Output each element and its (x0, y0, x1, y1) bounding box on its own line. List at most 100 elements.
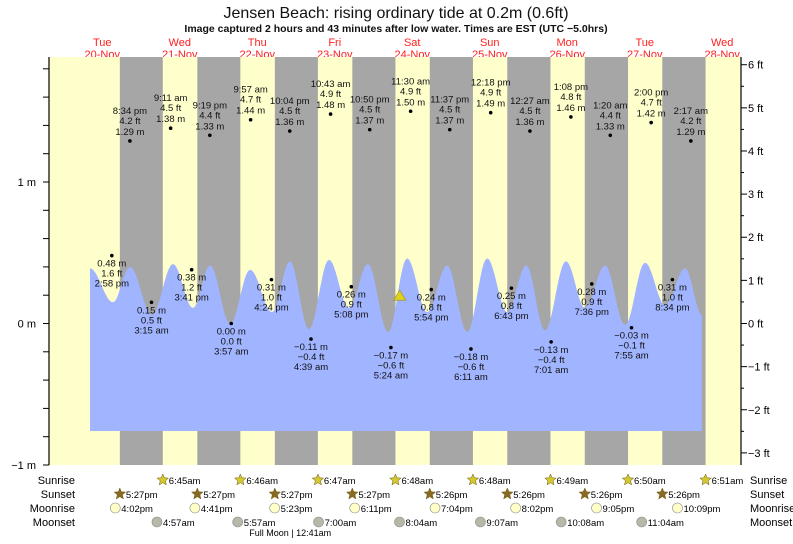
moonset-time: 9:07am (486, 518, 518, 529)
sunset-icon (190, 487, 204, 500)
tide-height-ft: 4.5 ft (160, 103, 181, 114)
tide-time: 11:37 pm (430, 95, 469, 106)
right-tick-label: 5 ft (748, 103, 763, 115)
moonrise-time: 5:23pm (281, 504, 313, 515)
tide-height-m: 0.31 m (658, 283, 687, 294)
moonrise-time: 6:11pm (361, 504, 392, 515)
row-label-moonset: Moonset (33, 517, 75, 529)
sunset-time: 5:26pm (591, 490, 623, 501)
tide-height-ft: 4.7 ft (641, 98, 662, 109)
tide-height-ft: 0.5 ft (141, 315, 162, 326)
tide-point (447, 127, 452, 132)
sunset-time: 5:26pm (513, 490, 545, 501)
moonset-icon (151, 516, 163, 528)
moonrise-time: 4:41pm (201, 504, 233, 515)
tide-height-m: 0.28 m (577, 287, 606, 298)
tide-point (488, 110, 493, 115)
tide-extremes: 0.48 m1.6 ft2:58 pm8:34 pm4.2 ft1.29 m0.… (95, 76, 708, 383)
sunset-icon (113, 487, 127, 500)
moonset-time: 7:00am (325, 518, 357, 529)
tide-time: 3:41 pm (174, 293, 208, 304)
tide-time: 12:27 am (510, 96, 550, 107)
day-label-dow: Tue (635, 37, 654, 49)
tide-height-ft: 1.0 ft (662, 293, 683, 304)
high-tide-label: 1:20 am4.4 ft1.33 m (593, 100, 628, 138)
row-label-right-sunset: Sunset (750, 489, 784, 501)
tide-point (149, 300, 154, 305)
tide-time: 7:55 am (614, 351, 648, 362)
tide-point (689, 139, 693, 143)
low-tide-label: −0.13 m−0.4 ft7:01 am (534, 340, 569, 376)
high-tide-label: 12:27 am4.5 ft1.36 m (510, 96, 550, 133)
sunrise-time: 6:48am (401, 476, 433, 487)
tide-height-m: 0.24 m (417, 293, 446, 304)
tide-height-m: −0.18 m (454, 352, 489, 363)
high-tide-label: 10:43 am4.9 ft1.48 m (311, 79, 350, 116)
tide-height-m: 0.31 m (257, 283, 286, 294)
tide-point (248, 117, 253, 122)
tide-height-m: −0.11 m (294, 342, 328, 353)
tide-height-m: 1.37 m (435, 116, 464, 127)
tide-height-ft: 4.5 ft (519, 106, 540, 117)
tide-height-ft: −0.6 ft (378, 361, 405, 372)
right-tick-label: 3 ft (748, 189, 763, 201)
low-tide-label: −0.18 m−0.6 ft6:11 am (454, 347, 489, 383)
tide-height-m: 0.48 m (97, 259, 126, 270)
sunset-icon (268, 487, 282, 500)
tide-height-ft: 0.8 ft (501, 301, 522, 312)
right-tick-label: −2 ft (748, 405, 770, 417)
day-label-dow: Tue (93, 37, 112, 49)
full-moon-label: Full Moon | 12:41am (249, 528, 331, 538)
moonrise-time: 10:09pm (683, 504, 720, 515)
high-tide-label: 12:18 pm4.9 ft1.49 m (471, 78, 511, 115)
tide-height-m: 1.37 m (355, 116, 384, 127)
tide-height-m: 1.29 m (676, 127, 705, 138)
tide-time: 5:08 pm (334, 310, 368, 321)
tide-height-m: 1.50 m (396, 97, 425, 108)
tide-height-m: 1.49 m (476, 99, 505, 110)
moonset-icon (475, 516, 486, 528)
tide-time: 9:19 pm (193, 100, 227, 111)
tide-point (309, 337, 313, 341)
tide-height-ft: 4.5 ft (359, 105, 380, 116)
tide-point (389, 345, 393, 350)
sunrise-icon (699, 473, 712, 486)
tide-time: 2:58 pm (95, 279, 129, 290)
low-tide-label: 0.48 m1.6 ft2:58 pm (95, 253, 129, 290)
low-tide-label: −0.03 m−0.1 ft7:55 am (614, 325, 649, 362)
row-label-right-sunrise: Sunrise (750, 475, 787, 487)
astro-table: Sunrise Sunrise 6:45am 6:46am 6:47am 6:48am 6:… (30, 473, 793, 538)
moonset-icon (636, 516, 648, 528)
low-tide-label: 0.26 m0.9 ft5:08 pm (334, 284, 369, 321)
tide-height-m: 1.33 m (596, 121, 625, 132)
tide-curve (89, 258, 702, 432)
sunrise-icon (233, 473, 247, 486)
sunrise-icon (544, 473, 557, 486)
low-tide-label: −0.17 m−0.6 ft5:24 am (374, 345, 408, 382)
sunrise-icon (466, 473, 480, 486)
tide-point (128, 139, 132, 143)
water-area (89, 258, 702, 432)
low-tide-label: 0.00 m0.0 ft3:57 am (214, 321, 248, 358)
moonset-time: 10:08am (567, 518, 604, 529)
tide-height-m: −0.13 m (534, 345, 569, 356)
moonrise-time: 4:02pm (121, 504, 153, 515)
tide-height-m: 1.36 m (515, 117, 544, 128)
moonrise-time: 7:04pm (441, 504, 473, 515)
left-tick-label: 1 m (18, 177, 36, 189)
tide-point (229, 321, 234, 326)
tide-time: 7:36 pm (575, 307, 609, 318)
sunset-time: 5:27pm (281, 490, 313, 501)
tide-height-ft: 4.4 ft (199, 110, 220, 121)
tide-point (569, 115, 573, 119)
tide-time: 6:11 am (454, 372, 488, 383)
axes: 1 m 0 m −1 m 6 ft 5 ft 4 ft 3 ft 2 ft 1 ft 0 ft −1… (11, 57, 770, 472)
right-tick-label: 4 ft (748, 146, 763, 158)
sunset-time: 5:27pm (358, 490, 390, 501)
sunrise-icon (621, 473, 635, 486)
tide-time: 11:30 am (391, 76, 430, 87)
right-tick-label: −1 ft (748, 362, 770, 374)
right-tick-label: 6 ft (748, 60, 763, 72)
sunrise-icon (311, 473, 325, 486)
tide-point (110, 253, 114, 258)
